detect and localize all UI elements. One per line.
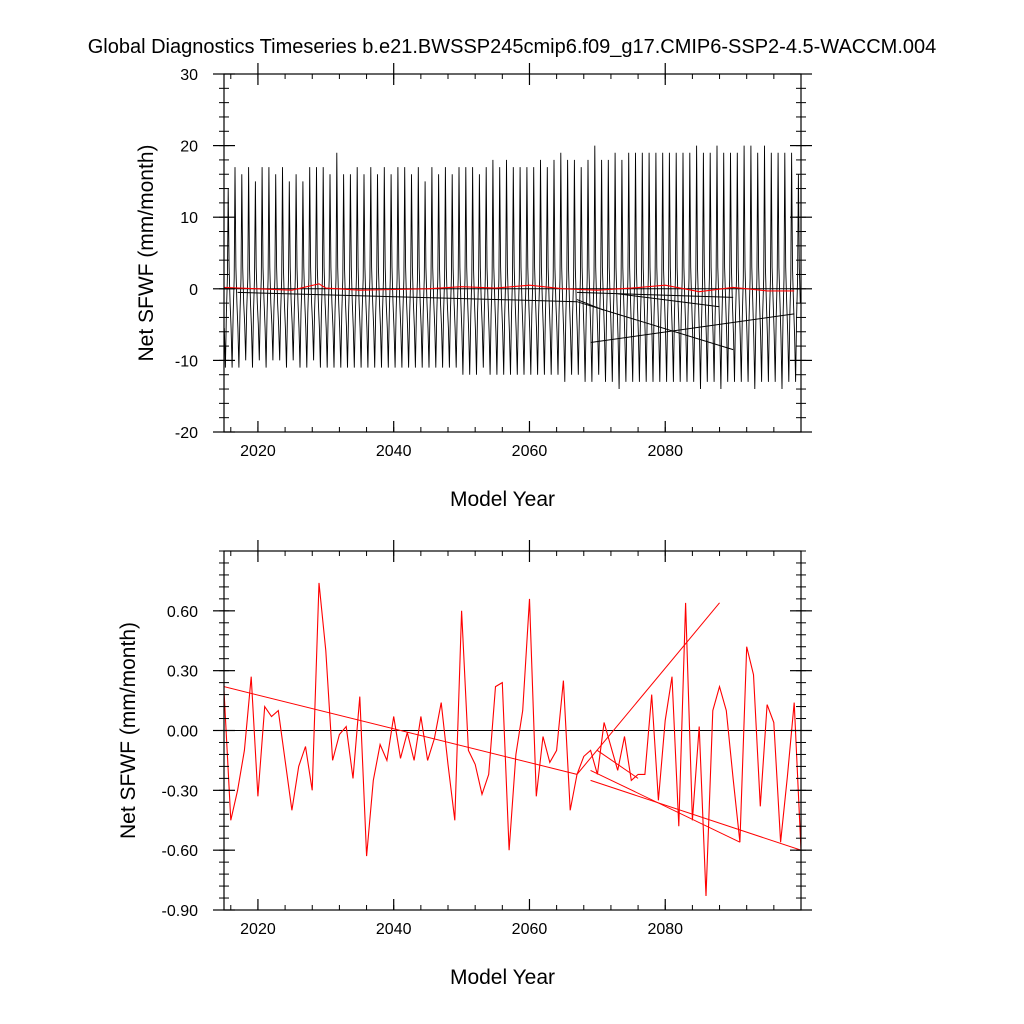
y-tick-label: 0.60 bbox=[167, 604, 198, 621]
x-tick-label: 2020 bbox=[240, 443, 276, 460]
y-tick-label: -0.30 bbox=[162, 783, 199, 800]
y-tick-label: 10 bbox=[180, 210, 198, 227]
top-plot: 2020 2040 2060 2080 -20 -10 0 10 20 30 Model Year N… bbox=[135, 63, 812, 511]
x-axis-label: Model Year bbox=[450, 488, 555, 511]
x-tick-label: 2080 bbox=[647, 443, 683, 460]
page-title: Global Diagnostics Timeseries b.e21.BWSS… bbox=[87, 36, 937, 58]
x-tick-label: 2080 bbox=[647, 921, 683, 938]
overlay-segment bbox=[597, 750, 639, 779]
y-tick-label: -20 bbox=[175, 425, 198, 442]
overlay-segment bbox=[590, 313, 795, 343]
plot-data bbox=[224, 145, 801, 390]
overlay-segment bbox=[590, 769, 741, 843]
overlay-segment bbox=[576, 291, 734, 298]
y-axis-label: Net SFWF (mm/month) bbox=[135, 144, 158, 361]
overlay-segment bbox=[237, 291, 578, 303]
x-tick-label: 2040 bbox=[376, 443, 412, 460]
x-tick-label: 2020 bbox=[240, 921, 276, 938]
plot-data bbox=[224, 582, 801, 897]
bottom-plot: 2020 2040 2060 2080 -0.90 -0.60 -0.30 0.00 0.30 0… bbox=[117, 540, 812, 989]
y-tick-label: -10 bbox=[175, 353, 198, 370]
y-tick-label: 0.00 bbox=[167, 724, 198, 741]
x-tick-label: 2060 bbox=[512, 921, 548, 938]
y-tick-label: 20 bbox=[180, 139, 198, 156]
overlay-segment bbox=[617, 293, 720, 308]
x-axis-label: Model Year bbox=[450, 966, 555, 989]
y-tick-label: 30 bbox=[180, 67, 198, 84]
y-tick-label: -0.60 bbox=[162, 843, 199, 860]
series-line-annual-mean bbox=[224, 283, 795, 293]
overlay-segment bbox=[590, 779, 801, 851]
y-tick-label: 0 bbox=[189, 282, 198, 299]
overlay-segment bbox=[224, 686, 578, 775]
x-tick-label: 2040 bbox=[376, 921, 412, 938]
overlay-segment bbox=[576, 602, 720, 775]
y-tick-label: -0.90 bbox=[162, 903, 199, 920]
series-line-annual-mean bbox=[224, 582, 801, 897]
plot-frame bbox=[223, 73, 802, 433]
x-tick-label: 2060 bbox=[512, 443, 548, 460]
series-line-monthly bbox=[224, 145, 801, 390]
y-axis-label: Net SFWF (mm/month) bbox=[117, 622, 140, 839]
y-tick-label: 0.30 bbox=[167, 664, 198, 681]
overlay-segment bbox=[576, 299, 605, 311]
